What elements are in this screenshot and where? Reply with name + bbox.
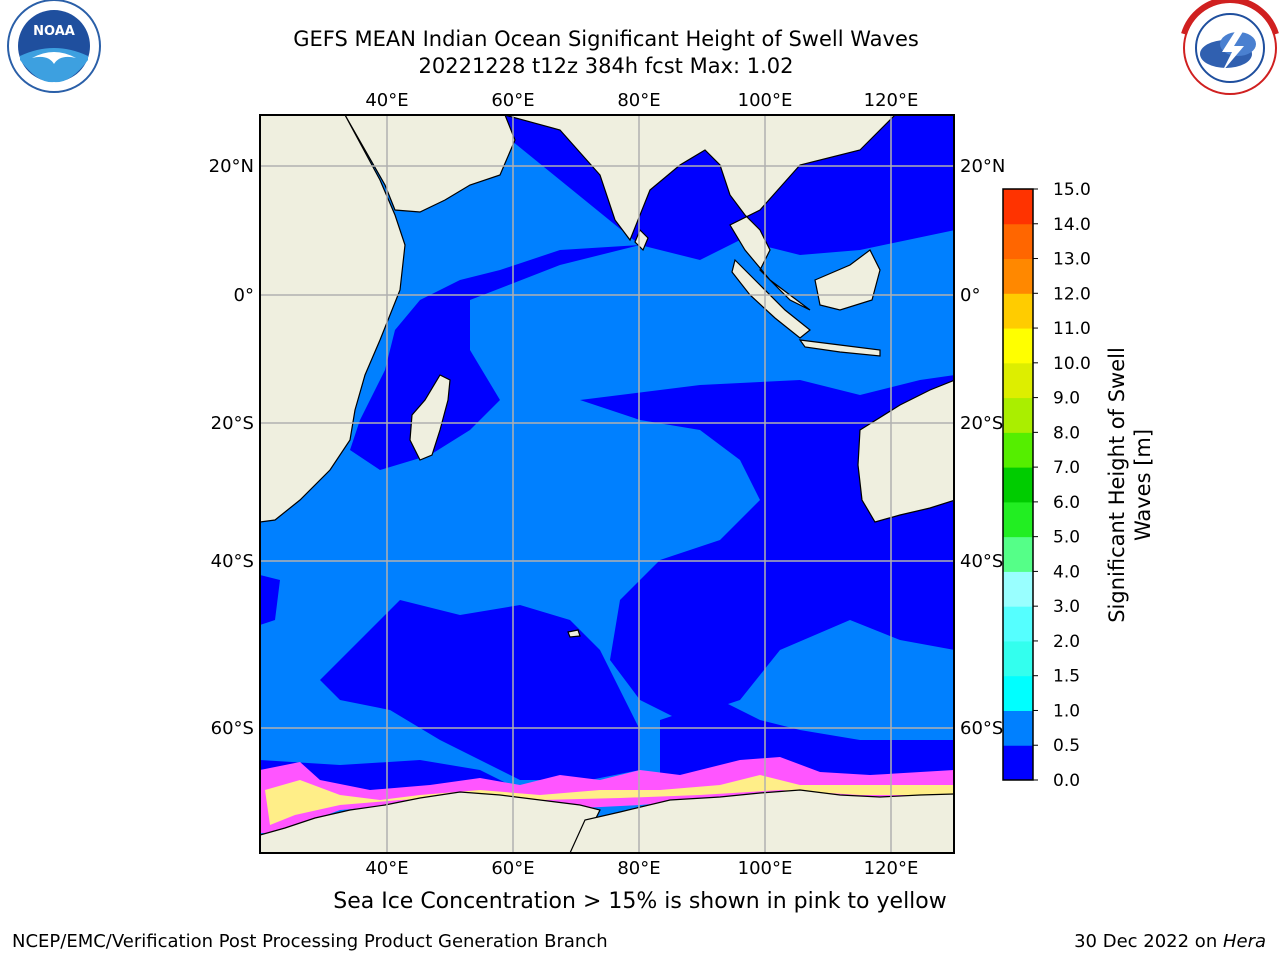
colorbar-swatch	[1003, 745, 1033, 781]
colorbar-swatch	[1003, 710, 1033, 746]
map-panel	[260, 115, 954, 853]
lon-label: 60°E	[491, 858, 534, 879]
colorbar-swatch	[1003, 432, 1033, 468]
colorbar-tick-label: 6.0	[1053, 493, 1080, 513]
lon-label: 100°E	[738, 858, 793, 879]
colorbar-tick-label: 11.0	[1053, 319, 1091, 339]
lat-label: 40°S	[960, 551, 1003, 572]
lon-label: 80°E	[617, 90, 660, 111]
lon-label: 40°E	[365, 90, 408, 111]
lon-label: 100°E	[738, 90, 793, 111]
credit-line: NCEP/EMC/Verification Post Processing Pr…	[12, 931, 608, 952]
lon-label: 40°E	[365, 858, 408, 879]
colorbar-swatch	[1003, 189, 1033, 225]
colorbar-swatch	[1003, 293, 1033, 329]
colorbar-swatch	[1003, 536, 1033, 572]
colorbar-tick-label: 2.0	[1053, 632, 1080, 652]
lat-label: 20°N	[960, 156, 1005, 177]
host-name: Hera	[1222, 931, 1266, 952]
colorbar-tick-label: 5.0	[1053, 528, 1080, 548]
sea-ice-note: Sea Ice Concentration > 15% is shown in …	[333, 889, 947, 914]
colorbar-swatch	[1003, 571, 1033, 607]
noaa-logo: NOAA	[7, 0, 101, 93]
colorbar-swatch	[1003, 223, 1033, 260]
colorbar-swatch	[1003, 258, 1033, 294]
lat-label: 20°S	[960, 413, 1003, 434]
colorbar-swatch	[1003, 362, 1033, 399]
colorbar-swatch	[1003, 606, 1033, 642]
colorbar-tick-label: 3.0	[1053, 597, 1080, 617]
colorbar-tick-label: 0.0	[1053, 771, 1080, 791]
map-frame	[259, 114, 955, 854]
colorbar-frame	[1002, 188, 1034, 781]
colorbar-label-line2: Waves [m]	[1131, 429, 1155, 541]
nws-logo	[1181, 0, 1279, 95]
colorbar: 0.0 0.5 1.0 1.5 2.0 3.0 4.0 5.0 6.0 7.0 8.0 9.0 10.0…	[1002, 180, 1091, 791]
date-stamp: 30 Dec 2022 on Hera	[1074, 931, 1266, 952]
lon-label: 120°E	[864, 858, 919, 879]
colorbar-swatch	[1003, 397, 1033, 433]
colorbar-tick-label: 4.0	[1053, 562, 1080, 582]
colorbar-tick-label: 0.5	[1053, 736, 1080, 756]
colorbar-swatch	[1003, 328, 1033, 364]
colorbar-tick-label: 15.0	[1053, 180, 1091, 200]
lon-label: 60°E	[491, 90, 534, 111]
graticule	[260, 115, 954, 853]
lon-label: 120°E	[864, 90, 919, 111]
colorbar-swatch	[1003, 675, 1033, 711]
lat-label: 20°N	[209, 156, 254, 177]
lat-labels-right: 20°N 0° 20°S 40°S 60°S	[960, 156, 1005, 739]
colorbar-tick-label: 8.0	[1053, 423, 1080, 443]
colorbar-tick-label: 9.0	[1053, 389, 1080, 409]
sea-ice-band	[260, 757, 954, 833]
noaa-logo-label: NOAA	[33, 24, 75, 39]
colorbar-tick-label: 10.0	[1053, 354, 1091, 374]
lat-label: 60°S	[211, 718, 254, 739]
colorbar-swatch	[1003, 467, 1033, 503]
lat-label: 20°S	[211, 413, 254, 434]
colorbar-tick-label: 1.5	[1053, 667, 1080, 687]
colorbar-swatch	[1003, 501, 1033, 538]
lon-labels-bottom: 40°E 60°E 80°E 100°E 120°E	[365, 858, 918, 879]
colorbar-tick-label: 13.0	[1053, 250, 1091, 270]
colorbar-tick-label: 1.0	[1053, 701, 1080, 721]
lat-label: 40°S	[211, 551, 254, 572]
date-text: 30 Dec 2022 on	[1074, 931, 1223, 952]
lat-labels-left: 20°N 0° 20°S 40°S 60°S	[209, 156, 254, 739]
lat-label: 60°S	[960, 718, 1003, 739]
colorbar-label-line1: Significant Height of Swell	[1105, 347, 1129, 623]
lon-labels-top: 40°E 60°E 80°E 100°E 120°E	[365, 90, 918, 111]
lat-label: 0°	[960, 285, 980, 306]
colorbar-swatch	[1003, 640, 1033, 677]
colorbar-tick-label: 14.0	[1053, 215, 1091, 235]
chart-subtitle: 20221228 t12z 384h fcst Max: 1.02	[418, 54, 794, 78]
lon-label: 80°E	[617, 858, 660, 879]
lat-label: 0°	[234, 285, 254, 306]
colorbar-tick-label: 12.0	[1053, 284, 1091, 304]
colorbar-tick-label: 7.0	[1053, 458, 1080, 478]
chart-title: GEFS MEAN Indian Ocean Significant Heigh…	[293, 27, 919, 51]
